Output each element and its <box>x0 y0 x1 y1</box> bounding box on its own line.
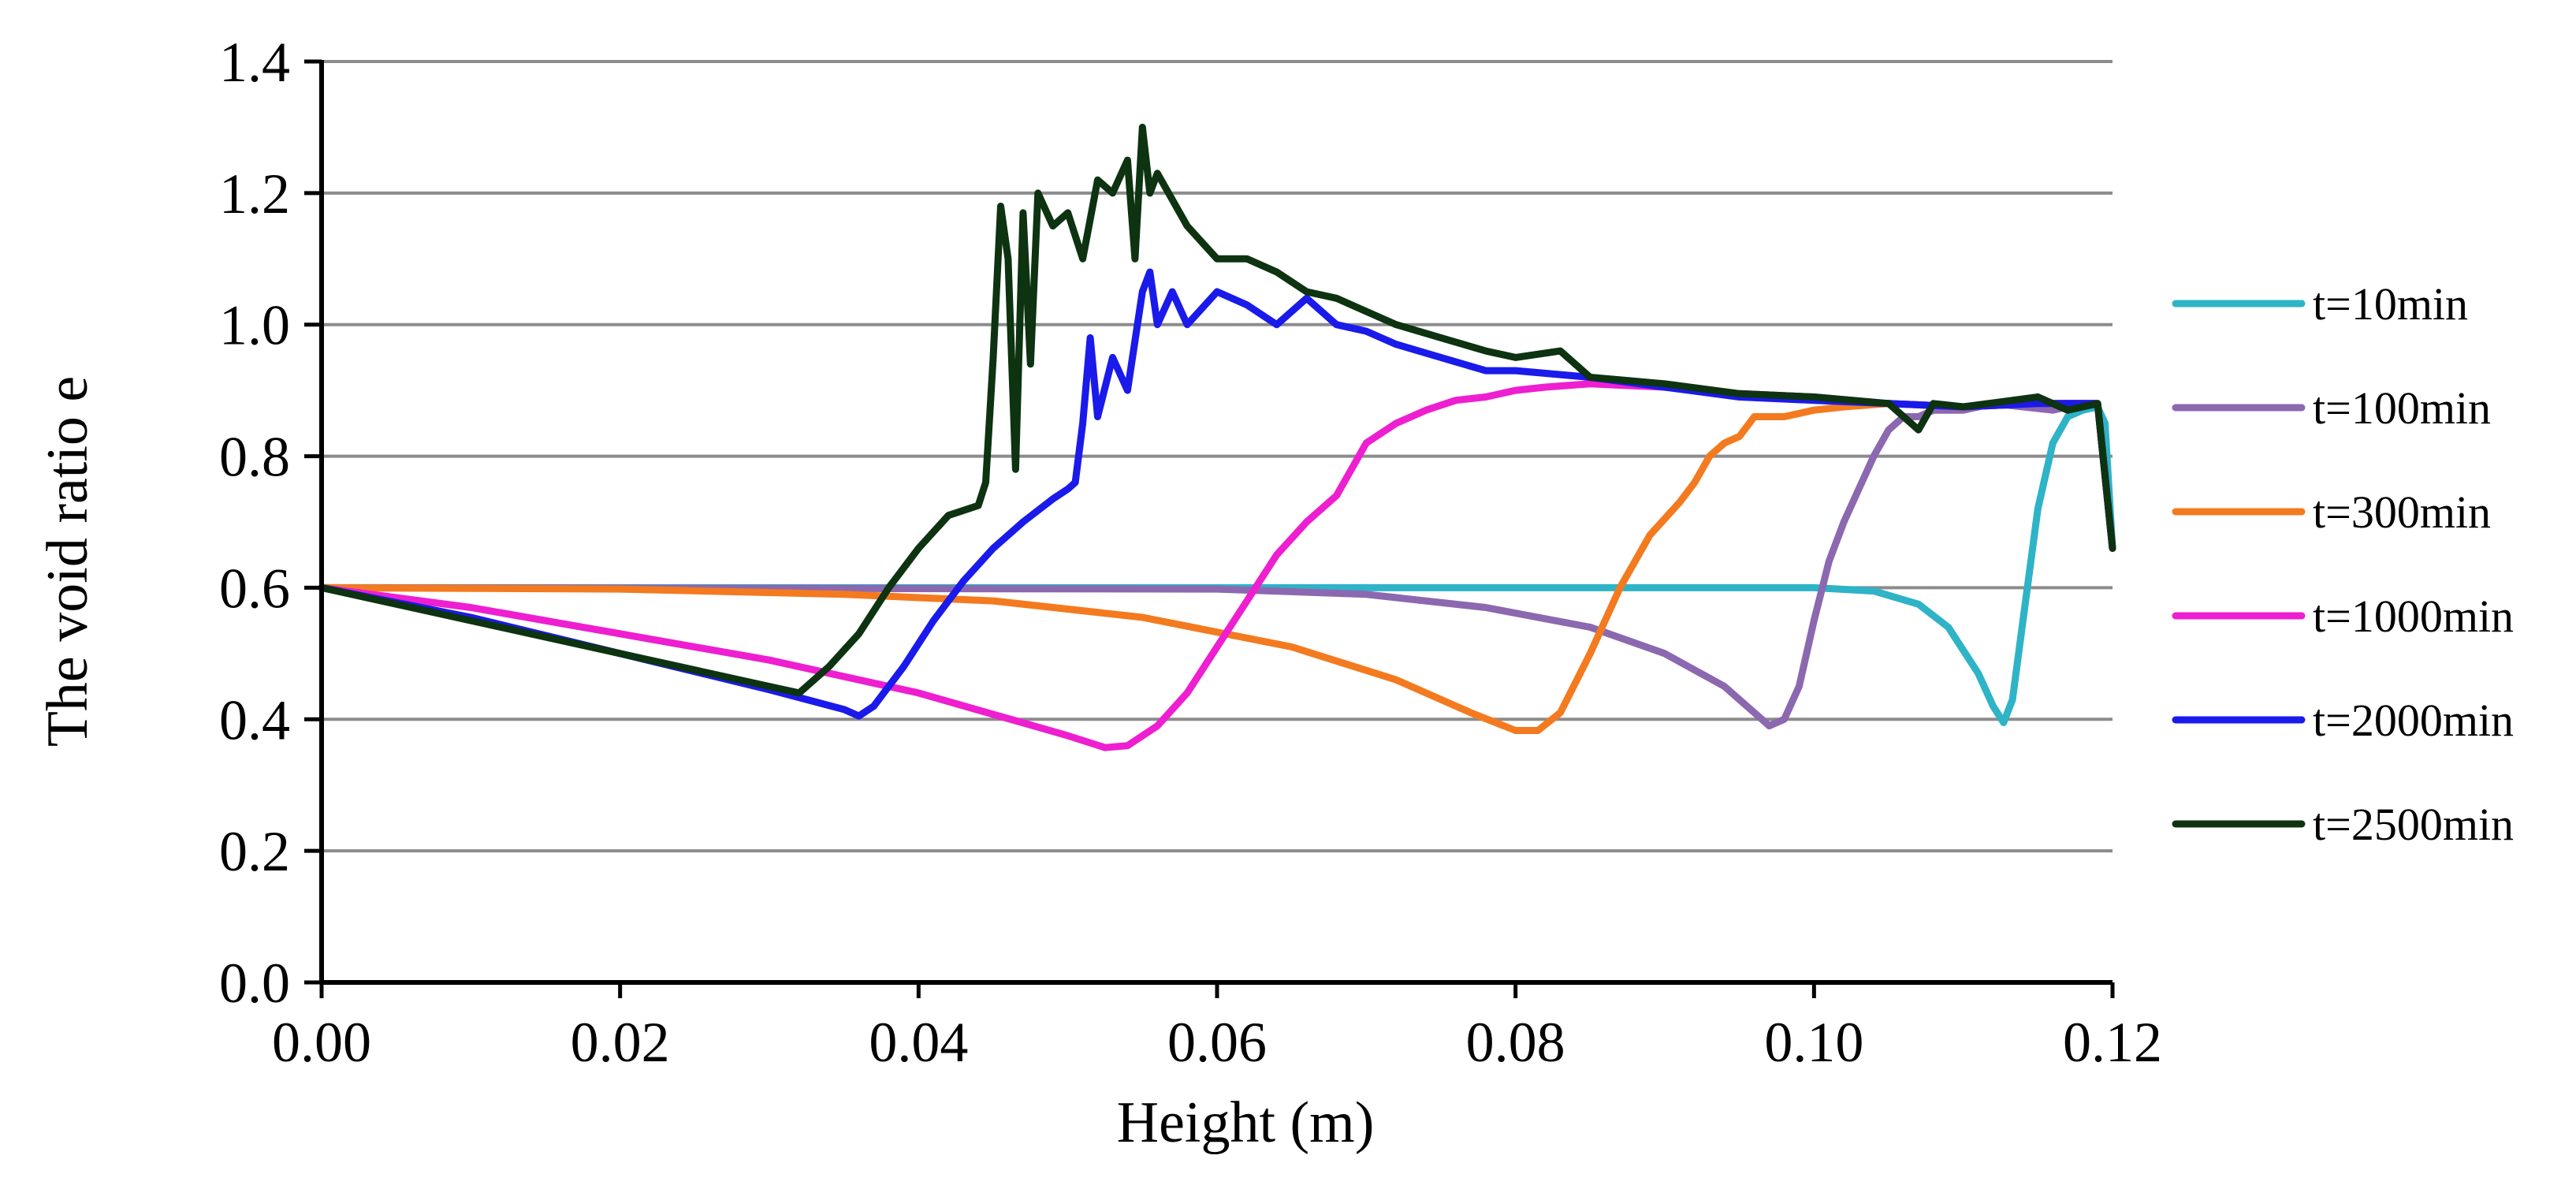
y-tick-label-5: 1.0 <box>219 294 290 357</box>
y-tick-label-3: 0.6 <box>219 557 290 620</box>
x-tick-label-4: 0.08 <box>1466 1011 1565 1074</box>
x-tick-label-3: 0.06 <box>1167 1011 1267 1074</box>
series-line-5 <box>318 123 2116 697</box>
legend-label-5: t=2500min <box>2313 799 2514 850</box>
legend-label-3: t=1000min <box>2313 591 2514 642</box>
x-tick-label-2: 0.04 <box>869 1011 968 1074</box>
series-line-0 <box>318 403 2116 726</box>
tick-labels: 0.0 0.2 0.4 0.6 0.8 1.0 1.2 1.4 0.00 0.02 0.04 0.06… <box>219 31 2162 1074</box>
series-line-3 <box>318 380 2116 751</box>
y-tick-label-0: 0.0 <box>219 952 290 1015</box>
x-axis-label: Height (m) <box>1117 1090 1375 1155</box>
legend-label-1: t=100min <box>2313 382 2491 434</box>
legend: t=10min t=100min t=300min t=1000min t=2000mi… <box>2172 278 2514 850</box>
series-lines <box>318 123 2116 751</box>
y-tick-label-1: 0.2 <box>219 820 290 883</box>
x-tick-label-1: 0.02 <box>571 1011 670 1074</box>
y-axis-label: The void ratio e <box>35 376 100 747</box>
x-tick-label-6: 0.12 <box>2063 1011 2162 1074</box>
y-tick-label-6: 1.2 <box>219 162 290 226</box>
x-tick-label-5: 0.10 <box>1764 1011 1863 1074</box>
y-tick-label-7: 1.4 <box>219 31 290 94</box>
axes <box>304 59 2115 998</box>
x-tick-label-0: 0.00 <box>272 1011 371 1074</box>
y-tick-label-2: 0.4 <box>219 688 290 751</box>
legend-label-0: t=10min <box>2313 278 2468 330</box>
legend-label-2: t=300min <box>2313 486 2491 538</box>
gridlines <box>322 60 2113 853</box>
y-tick-label-4: 0.8 <box>219 426 290 489</box>
series-line-1 <box>318 400 2116 730</box>
legend-label-4: t=2000min <box>2313 695 2514 746</box>
series-line-2 <box>318 400 2116 734</box>
